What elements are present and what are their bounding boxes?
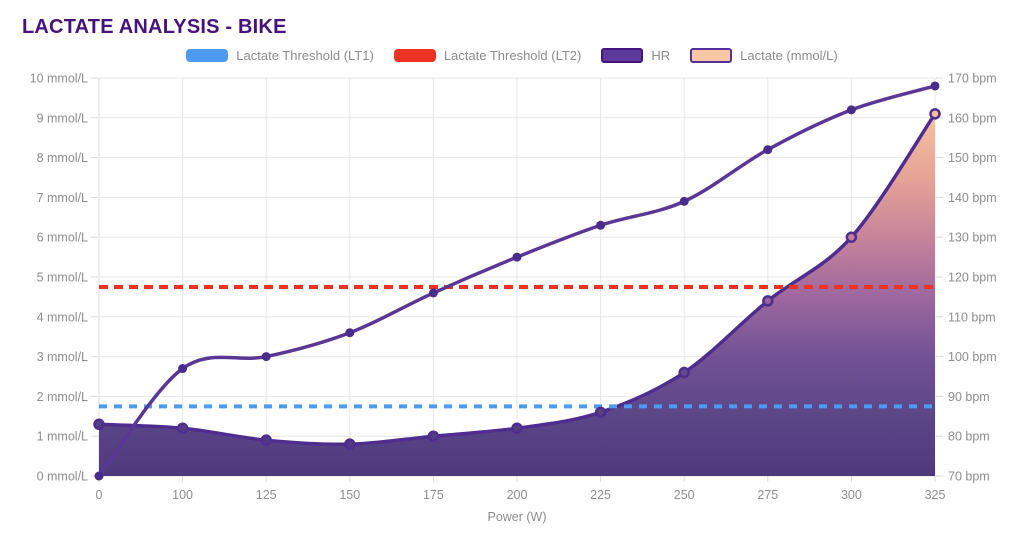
hr-point[interactable] [763, 145, 773, 155]
right-axis-tick-label: 140 bpm [948, 191, 997, 205]
right-axis-tick-label: 120 bpm [948, 271, 997, 285]
right-axis-tick-label: 170 bpm [948, 72, 997, 86]
left-axis-tick-label: 9 mmol/L [37, 111, 88, 125]
page-title: LACTATE ANALYSIS - BIKE [22, 16, 287, 38]
x-tick-label: 100 [172, 488, 193, 502]
x-tick-label: 250 [674, 488, 695, 502]
legend-label-lt1: Lactate Threshold (LT1) [236, 48, 374, 63]
x-axis-title: Power (W) [487, 510, 547, 524]
right-axis-tick-label: 130 bpm [948, 231, 997, 245]
x-tick-label: 0 [96, 488, 103, 502]
hr-point[interactable] [178, 364, 188, 374]
legend-item-lt2[interactable]: Lactate Threshold (LT2) [393, 48, 582, 63]
lactate-point[interactable] [929, 108, 941, 120]
hr-point[interactable] [94, 471, 104, 481]
lactate-line [97, 112, 937, 447]
lactate-swatch-icon [690, 48, 733, 63]
lactate-point[interactable] [594, 406, 607, 419]
x-tick-label: 125 [256, 488, 277, 502]
lactate-point[interactable] [511, 422, 523, 434]
lactate-point[interactable] [762, 295, 774, 307]
left-axis-tick-label: 1 mmol/L [37, 430, 88, 444]
lactate-point[interactable] [678, 366, 690, 379]
left-axis-tick-label: 3 mmol/L [37, 350, 88, 364]
lactate-point[interactable] [845, 231, 858, 243]
right-axis-tick-label: 150 bpm [948, 151, 997, 165]
lactate-point[interactable] [176, 422, 189, 434]
right-axis-tick-label: 110 bpm [948, 310, 996, 324]
x-tick-label: 300 [841, 488, 862, 502]
left-axis-tick-label: 6 mmol/L [37, 231, 88, 245]
hr-point[interactable] [428, 288, 438, 298]
left-axis-tick-label: 5 mmol/L [37, 271, 88, 285]
legend-label-lt2: Lactate Threshold (LT2) [443, 48, 582, 63]
left-axis-tick-label: 0 mmol/L [37, 470, 88, 484]
lt1-dashed-swatch-icon [186, 49, 229, 62]
legend-item-lactate[interactable]: Lactate (mmol/L) [690, 48, 838, 63]
left-axis-tick-label: 4 mmol/L [37, 310, 88, 324]
hr-point[interactable] [846, 105, 856, 115]
x-tick-label: 150 [339, 488, 360, 502]
chart-legend: Lactate Threshold (LT1) Lactate Threshol… [0, 48, 1024, 63]
left-axis-tick-label: 10 mmol/L [30, 72, 88, 86]
hr-swatch-icon [601, 48, 644, 63]
hr-point[interactable] [679, 196, 689, 206]
x-tick-label: 175 [423, 488, 444, 502]
lactate-point[interactable] [93, 418, 105, 431]
legend-label-lactate: Lactate (mmol/L) [740, 48, 838, 63]
right-axis-tick-label: 80 bpm [948, 430, 990, 444]
hr-point[interactable] [512, 252, 522, 262]
right-axis-tick-label: 100 bpm [948, 350, 997, 364]
left-axis-tick-label: 2 mmol/L [37, 390, 88, 404]
left-axis-tick-label: 7 mmol/L [37, 191, 88, 205]
x-tick-label: 225 [590, 488, 611, 502]
x-tick-label: 325 [925, 488, 946, 502]
lactate-point[interactable] [427, 430, 440, 442]
legend-label-hr: HR [651, 48, 671, 63]
hr-point[interactable] [345, 328, 355, 338]
lt2-dashed-swatch-icon [393, 49, 436, 62]
x-tick-label: 275 [757, 488, 778, 502]
x-tick-label: 200 [507, 488, 528, 502]
right-axis-tick-label: 70 bpm [948, 470, 990, 484]
right-axis-tick-label: 160 bpm [948, 111, 997, 125]
lactate-point[interactable] [260, 434, 272, 446]
hr-point[interactable] [261, 352, 271, 362]
left-axis-tick-label: 8 mmol/L [37, 151, 88, 165]
hr-point[interactable] [596, 220, 606, 230]
right-axis-tick-label: 90 bpm [948, 390, 990, 404]
lactate-area [99, 113, 935, 476]
legend-item-lt1[interactable]: Lactate Threshold (LT1) [186, 48, 374, 63]
hr-point[interactable] [930, 81, 940, 91]
lactate-point[interactable] [344, 438, 356, 450]
legend-item-hr[interactable]: HR [601, 48, 670, 63]
